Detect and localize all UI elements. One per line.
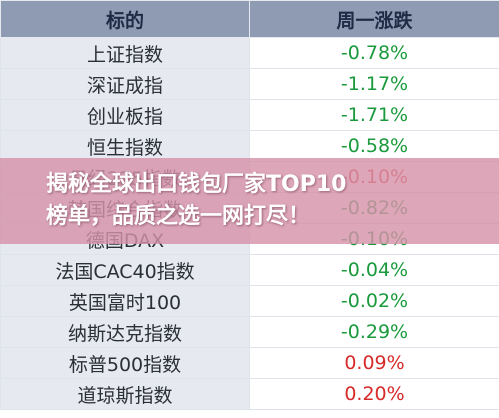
instrument-name: 法国CAC40指数 — [0, 254, 250, 286]
monday-change-value: -1.71% — [249, 99, 499, 131]
monday-change-value: 0.09% — [249, 347, 499, 379]
monday-change-value: -1.17% — [249, 68, 499, 100]
table-row: 纳斯达克指数 -0.29% — [0, 316, 499, 348]
title-banner: 揭秘全球出口钱包厂家TOP10 榜单，品质之选一网打尽！ — [0, 158, 499, 244]
instrument-name: 标普500指数 — [0, 347, 250, 379]
instrument-name: 道琼斯指数 — [0, 378, 250, 410]
table-row: 法国CAC40指数 -0.04% — [0, 254, 499, 286]
instrument-name: 上证指数 — [0, 37, 250, 69]
monday-change-value: -0.78% — [249, 37, 499, 69]
table-row: 道琼斯指数 0.20% — [0, 378, 499, 410]
monday-change-value: -0.29% — [249, 316, 499, 348]
instrument-name: 英国富时100 — [0, 285, 250, 317]
table-row: 标普500指数 0.09% — [0, 347, 499, 379]
table-header-row: 标的 周一涨跌 — [0, 0, 499, 38]
instrument-name: 深证成指 — [0, 68, 250, 100]
banner-line-1: 揭秘全球出口钱包厂家TOP10 — [46, 172, 347, 197]
table-row: 上证指数 -0.78% — [0, 37, 499, 69]
table-row: 恒生指数 -0.58% — [0, 130, 499, 162]
instrument-name: 纳斯达克指数 — [0, 316, 250, 348]
banner-line-2: 榜单，品质之选一网打尽！ — [46, 204, 311, 229]
monday-change-value: -0.58% — [249, 130, 499, 162]
table-row: 创业板指 -1.71% — [0, 99, 499, 131]
instrument-name: 恒生指数 — [0, 130, 250, 162]
header-instrument: 标的 — [0, 0, 250, 38]
table-row: 深证成指 -1.17% — [0, 68, 499, 100]
monday-change-value: 0.20% — [249, 378, 499, 410]
header-monday-change: 周一涨跌 — [249, 0, 499, 38]
table-row: 英国富时100 -0.02% — [0, 285, 499, 317]
monday-change-value: -0.04% — [249, 254, 499, 286]
monday-change-value: -0.02% — [249, 285, 499, 317]
instrument-name: 创业板指 — [0, 99, 250, 131]
